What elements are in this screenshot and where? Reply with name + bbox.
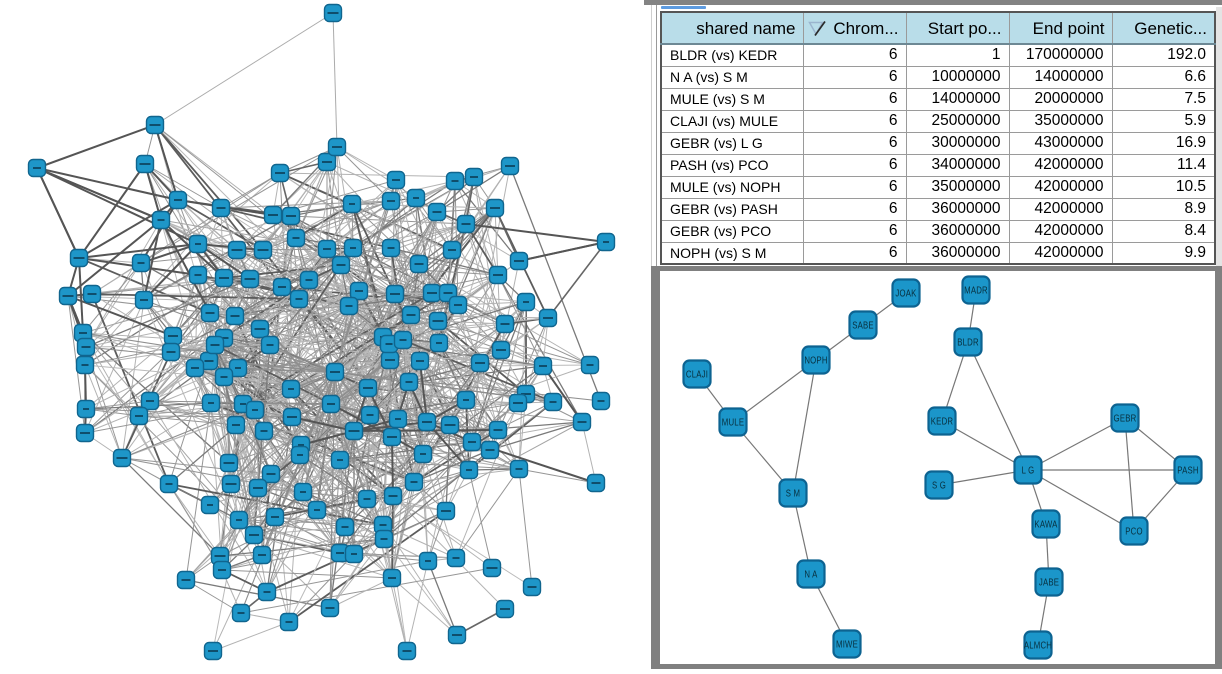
svg-text:MADR: MADR xyxy=(964,285,988,296)
svg-text:SABE: SABE xyxy=(852,320,874,331)
svg-text:MULE: MULE xyxy=(722,417,744,428)
svg-text:BLDR: BLDR xyxy=(957,337,979,348)
svg-text:S M: S M xyxy=(786,488,800,499)
svg-text:NOPH: NOPH xyxy=(804,355,827,366)
svg-text:S G: S G xyxy=(932,480,946,491)
svg-text:N A: N A xyxy=(804,569,817,580)
svg-text:JABE: JABE xyxy=(1039,577,1059,588)
svg-text:PCO: PCO xyxy=(1125,526,1142,537)
svg-text:KEDR: KEDR xyxy=(931,416,954,427)
svg-text:ALMCH: ALMCH xyxy=(1024,640,1052,651)
svg-text:PASH: PASH xyxy=(1177,465,1198,476)
svg-text:KAWA: KAWA xyxy=(1034,519,1057,530)
svg-text:MIWE: MIWE xyxy=(836,639,858,650)
svg-text:JOAK: JOAK xyxy=(895,288,916,299)
svg-text:GEBR: GEBR xyxy=(1114,413,1137,424)
svg-text:CLAJI: CLAJI xyxy=(686,369,708,380)
svg-text:L G: L G xyxy=(1022,465,1035,476)
